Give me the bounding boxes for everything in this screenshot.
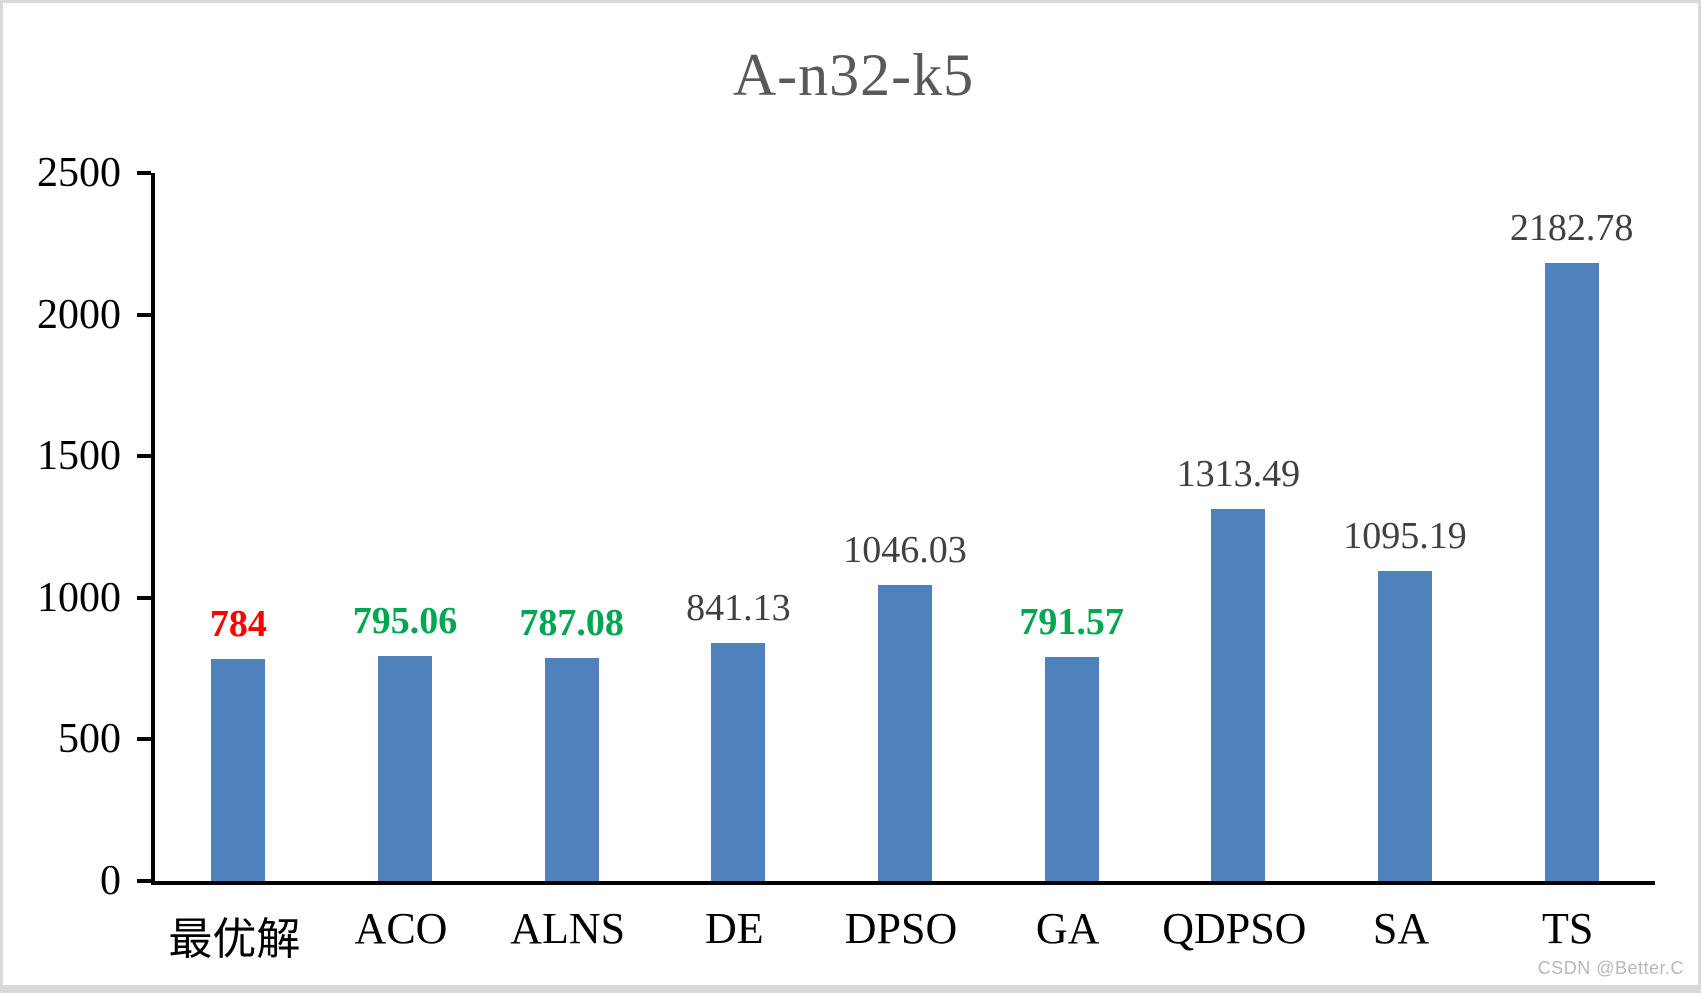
y-axis-tick-mark [137,595,151,600]
bar-value-label: 2182.78 [1509,206,1634,249]
x-axis-category-label: DPSO [844,904,958,953]
x-axis-category-label: 最优解 [168,915,301,964]
watermark: CSDN @Better.C [1537,958,1684,978]
bar [1378,570,1432,881]
y-axis-tick-mark [137,879,151,883]
chart-title: A-n32-k5 [732,42,975,108]
plot-area: 784 795.06 787.08 841.13 1046.03 791.57 1313.4… [151,173,1655,885]
bar [1211,509,1266,881]
bar-value-label: 795.06 [352,599,458,642]
y-axis-tick-label: 2500 [37,150,121,196]
y-axis-tick-mark [137,312,151,317]
y-axis-tick-label: 1000 [37,574,121,621]
y-axis-tick-label: 500 [58,716,121,763]
x-axis-category-label: ACO [354,904,448,953]
bar-value-label: 787.08 [519,602,624,645]
x-axis-category-label: TS [1541,904,1594,953]
bar [378,655,432,881]
x-axis-category-label: GA [1035,904,1100,953]
bar-value-label: 1095.19 [1343,514,1467,557]
bar [711,642,766,881]
bar [878,584,932,881]
y-axis-tick-mark [137,454,151,459]
bar-value-label: 791.57 [1019,600,1124,643]
y-axis-tick-mark [137,737,151,742]
bar [211,658,266,881]
y-axis-tick-label: 1500 [37,433,121,480]
x-axis-category-label: ALNS [510,904,626,953]
bar-value-label: 1046.03 [843,528,967,571]
x-axis-category-label: QDPSO [1162,904,1307,953]
bar [544,658,599,881]
bar-value-label: 841.13 [686,586,791,629]
x-axis-category-label: SA [1372,904,1430,953]
bar-value-label: 784 [209,602,267,645]
bar [1044,656,1099,881]
x-axis-category-label: DE [705,904,764,953]
y-axis-tick-label: 2000 [37,291,121,338]
y-axis-tick-label: 0 [100,858,121,904]
bar [1544,262,1599,881]
y-axis-tick-mark [137,171,151,175]
bar-value-label: 1313.49 [1176,453,1301,496]
